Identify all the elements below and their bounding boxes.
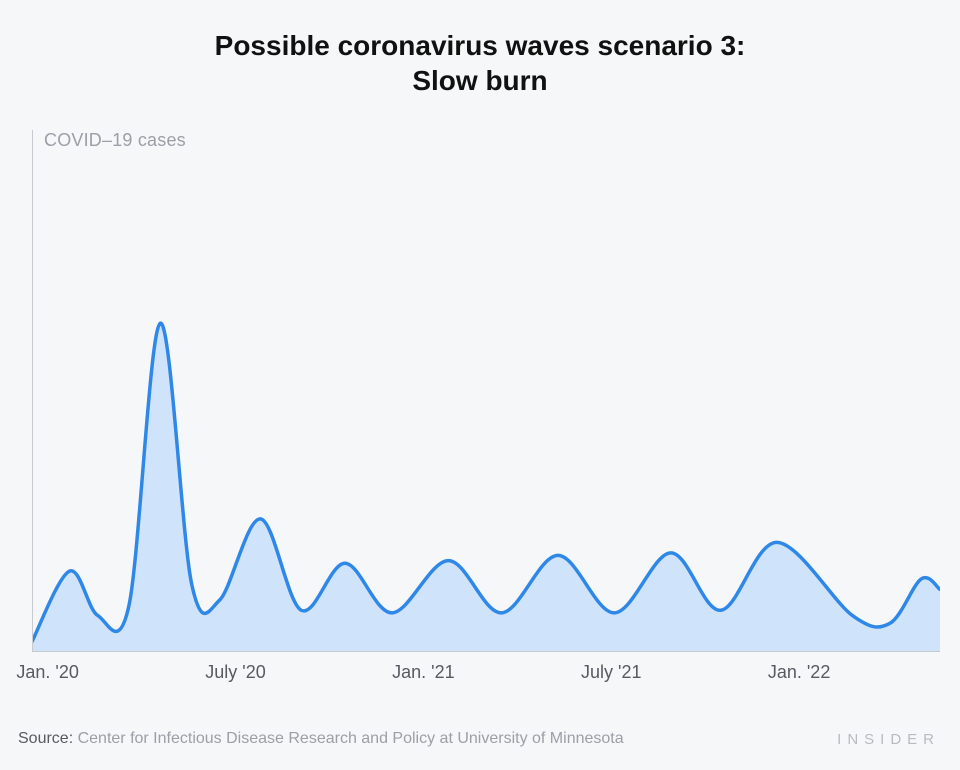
x-tick-label: Jan. '22 — [768, 662, 830, 683]
brand-wordmark: INSIDER — [837, 731, 940, 748]
source-text: Center for Infectious Disease Research a… — [78, 730, 624, 747]
y-axis-label: COVID–19 cases — [44, 130, 186, 151]
title-line-1: Possible coronavirus waves scenario 3: — [0, 28, 960, 63]
chart-card: Possible coronavirus waves scenario 3: S… — [0, 0, 960, 770]
chart-title: Possible coronavirus waves scenario 3: S… — [0, 0, 960, 98]
title-line-2: Slow burn — [0, 63, 960, 98]
source-line: Source: Center for Infectious Disease Re… — [18, 730, 624, 748]
x-tick-label: Jan. '21 — [392, 662, 454, 683]
x-tick-label: July '20 — [205, 662, 265, 683]
area-chart-svg — [32, 130, 940, 652]
x-tick-label: July '21 — [581, 662, 641, 683]
x-tick-label: Jan. '20 — [16, 662, 78, 683]
chart-footer: Source: Center for Infectious Disease Re… — [18, 730, 940, 748]
source-label: Source: — [18, 730, 73, 747]
x-axis-ticks: Jan. '20July '20Jan. '21July '21Jan. '22 — [32, 662, 940, 692]
chart-area: COVID–19 cases — [32, 130, 940, 652]
